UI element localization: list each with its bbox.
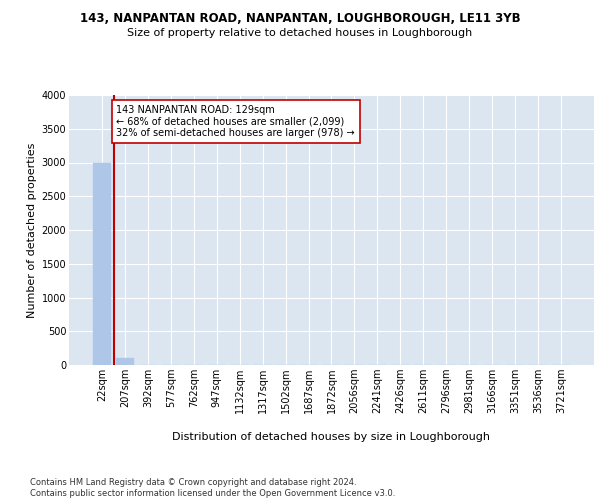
Text: 143, NANPANTAN ROAD, NANPANTAN, LOUGHBOROUGH, LE11 3YB: 143, NANPANTAN ROAD, NANPANTAN, LOUGHBOR…: [80, 12, 520, 26]
Text: Distribution of detached houses by size in Loughborough: Distribution of detached houses by size …: [173, 432, 491, 442]
Text: Size of property relative to detached houses in Loughborough: Size of property relative to detached ho…: [127, 28, 473, 38]
Y-axis label: Number of detached properties: Number of detached properties: [28, 142, 37, 318]
Text: Contains HM Land Registry data © Crown copyright and database right 2024.
Contai: Contains HM Land Registry data © Crown c…: [30, 478, 395, 498]
Bar: [116, 358, 134, 365]
Text: 143 NANPANTAN ROAD: 129sqm
← 68% of detached houses are smaller (2,099)
32% of s: 143 NANPANTAN ROAD: 129sqm ← 68% of deta…: [116, 105, 355, 138]
Bar: [93, 162, 111, 365]
